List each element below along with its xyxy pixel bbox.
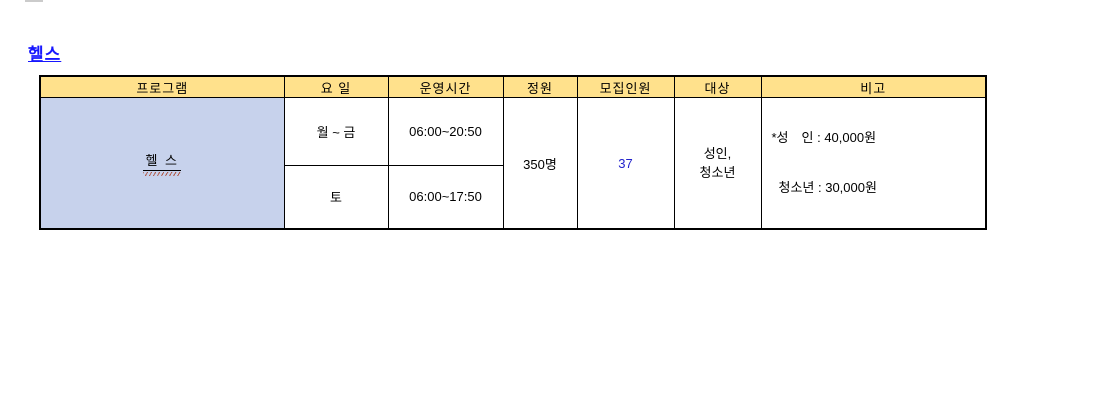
days-cell-weekday: 월 ~ 금 (283, 97, 389, 166)
target-cell: 성인, 청소년 (673, 97, 762, 230)
program-name-label: 헬 스 (143, 150, 182, 171)
note-line-1: *성 인 : 40,000원 (771, 130, 877, 145)
note-cell: *성 인 : 40,000원 청소년 : 30,000원 (760, 97, 987, 230)
note-line-2: 청소년 : 30,000원 (778, 180, 877, 195)
col-header-target: 대상 (673, 75, 762, 98)
program-cell: 헬 스 (39, 97, 285, 230)
col-header-program: 프로그램 (39, 75, 285, 98)
target-line-1: 성인, (703, 146, 732, 161)
recruit-count-cell: 37 (576, 97, 675, 230)
col-header-note: 비고 (760, 75, 987, 98)
col-header-hours: 운영시간 (387, 75, 504, 98)
col-header-day: 요 일 (283, 75, 389, 98)
page-title-link[interactable]: 헬스 (28, 45, 62, 64)
capacity-cell: 350명 (502, 97, 578, 230)
hours-cell-weekday: 06:00~20:50 (387, 97, 504, 166)
table-header-row: 프로그램 요 일 운영시간 정원 모집인원 대상 비고 (39, 75, 987, 98)
program-name-link[interactable]: 헬 스 (143, 150, 182, 176)
target-line-2: 청소년 (699, 165, 736, 180)
col-header-capacity: 정원 (502, 75, 578, 98)
hours-cell-saturday: 06:00~17:50 (387, 164, 504, 230)
program-table: 프로그램 요 일 운영시간 정원 모집인원 대상 비고 헬 스 월 ~ 금 06… (39, 75, 987, 230)
table-row: 헬 스 월 ~ 금 06:00~20:50 350명 37 성인, 청소년 *성… (39, 97, 987, 230)
top-edge-artifact (25, 0, 43, 2)
days-cell-saturday: 토 (283, 164, 389, 230)
col-header-recruit: 모집인원 (576, 75, 675, 98)
spellcheck-hatch-underline (143, 172, 182, 176)
table-row: 토 06:00~17:50 (40, 164, 986, 230)
